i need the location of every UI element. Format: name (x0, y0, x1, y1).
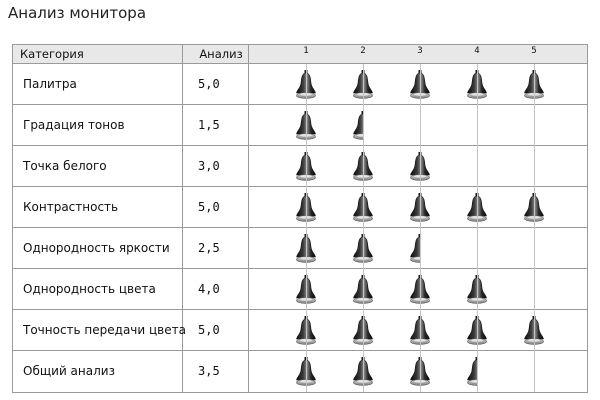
row-score: 5,0 (198, 323, 220, 337)
row-category: Градация тонов (23, 118, 125, 132)
scale-tick-3: 3 (417, 46, 423, 56)
column-divider (248, 45, 249, 392)
table-header: Категория Анализ 1 2 3 4 5 (13, 45, 587, 64)
row-score: 3,0 (198, 159, 220, 173)
column-divider (182, 45, 183, 392)
row-category: Однородность цвета (23, 282, 156, 296)
bell-rating-icon (351, 111, 375, 141)
table-row: Точность передачи цвета 5,0 (13, 310, 587, 351)
row-score: 1,5 (198, 118, 220, 132)
row-score: 4,0 (198, 282, 220, 296)
scale-tick-1: 1 (303, 46, 309, 56)
scale-tick-5: 5 (531, 46, 537, 56)
row-category: Общий анализ (23, 364, 115, 378)
row-score: 5,0 (198, 77, 220, 91)
table-row: Контрастность 5,0 (13, 187, 587, 228)
row-score: 3,5 (198, 364, 220, 378)
header-category: Категория (20, 47, 84, 61)
scale-guide-line (477, 64, 478, 392)
table-row: Точка белого 3,0 (13, 146, 587, 187)
row-category: Контрастность (23, 200, 119, 214)
table-row: Градация тонов 1,5 (13, 105, 587, 146)
row-category: Палитра (23, 77, 77, 91)
page-title: Анализ монитора (8, 4, 147, 22)
bell-rating-icon (465, 357, 489, 387)
scale-guide-line (363, 64, 364, 392)
row-category: Однородность яркости (23, 241, 170, 255)
table-row: Однородность яркости 2,5 (13, 228, 587, 269)
header-score: Анализ (199, 47, 243, 61)
table-row: Общий анализ 3,5 (13, 351, 587, 392)
row-score: 5,0 (198, 200, 220, 214)
bell-rating-icon (408, 234, 432, 264)
row-score: 2,5 (198, 241, 220, 255)
scale-guide-line (420, 64, 421, 392)
row-category: Точность передачи цвета (23, 323, 186, 337)
table-row: Палитра 5,0 (13, 64, 587, 105)
scale-tick-4: 4 (474, 46, 480, 56)
row-category: Точка белого (23, 159, 107, 173)
table-row: Однородность цвета 4,0 (13, 269, 587, 310)
rating-table: Категория Анализ 1 2 3 4 5 Палитра 5,0 (12, 44, 588, 393)
scale-guide-line (306, 64, 307, 392)
scale-tick-2: 2 (360, 46, 366, 56)
scale-guide-line (534, 64, 535, 392)
